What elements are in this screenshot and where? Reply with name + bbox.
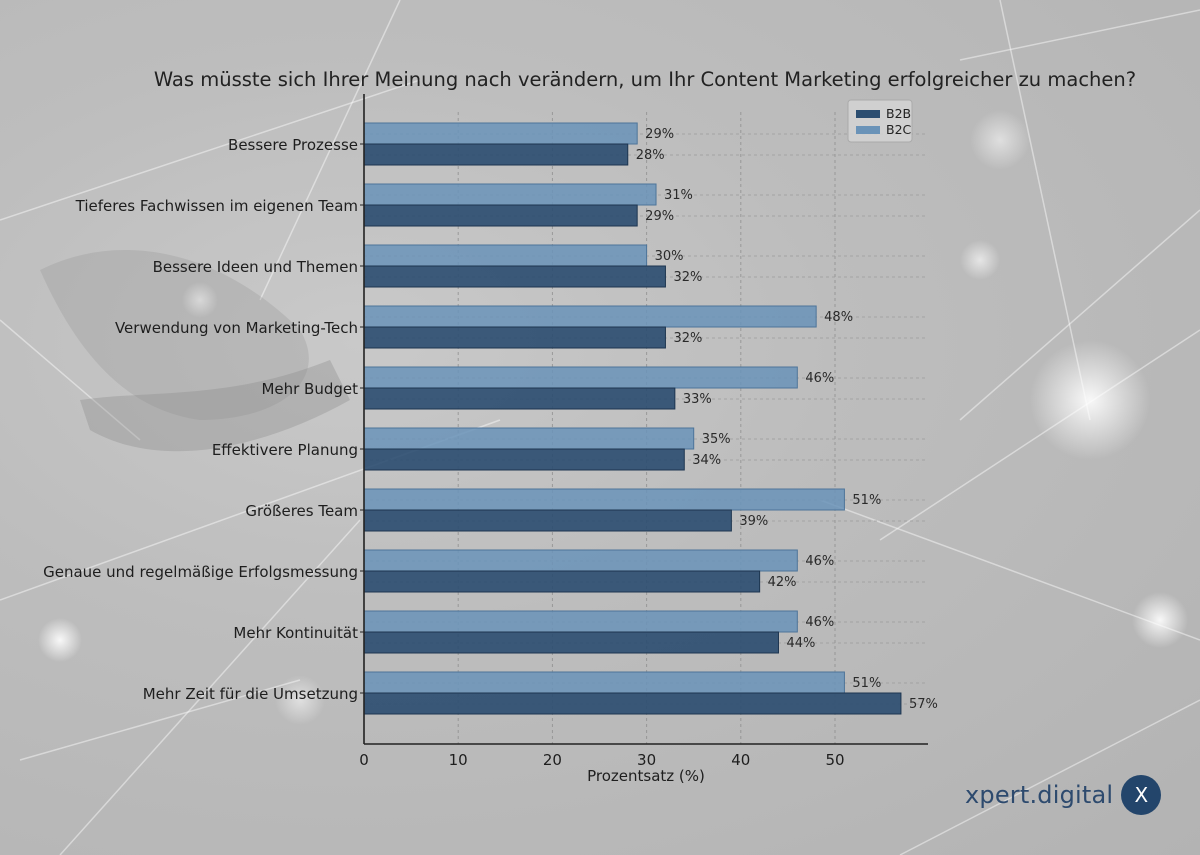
brand-x-icon: X — [1121, 775, 1162, 815]
value-label-b2c: 31% — [664, 188, 693, 203]
bar-b2b — [363, 143, 629, 166]
value-label-b2c: 46% — [805, 371, 834, 386]
category-label: Mehr Zeit für die Umsetzung — [143, 685, 358, 703]
value-label-b2b: 44% — [786, 636, 815, 651]
value-labels: 29% 28% 31% 29% 30% 32% 48% 32% 46% 33% 35% 34% 51% 3… — [636, 127, 938, 712]
legend-swatch-b2c — [856, 126, 880, 134]
category-label: Mehr Budget — [261, 380, 358, 398]
bar-b2b — [363, 265, 666, 288]
value-label-b2c: 35% — [702, 432, 731, 447]
bar-b2c — [363, 305, 817, 328]
category-label: Genaue und regelmäßige Erfolgsmessung — [43, 563, 358, 581]
x-axis: 0 10 20 30 40 50 — [359, 94, 928, 769]
category-label: Größeres Team — [245, 502, 358, 520]
bar-b2c — [363, 549, 798, 572]
value-label-b2c: 51% — [852, 493, 881, 508]
category-labels: Bessere Prozesse Tieferes Fachwissen im e… — [43, 136, 358, 703]
bar-b2c — [363, 183, 657, 206]
value-label-b2c: 48% — [824, 310, 853, 325]
category-label: Tieferes Fachwissen im eigenen Team — [75, 197, 358, 215]
bar-b2b — [363, 387, 676, 410]
brand-logo: xpert.digital X — [965, 775, 1162, 815]
x-tick-label: 30 — [637, 751, 656, 769]
bar-b2c — [363, 671, 845, 694]
value-label-b2b: 33% — [683, 392, 712, 407]
bar-b2b — [363, 448, 685, 471]
bar-b2b — [363, 570, 761, 593]
value-label-b2c: 30% — [655, 249, 684, 264]
legend-label-b2b: B2B — [886, 106, 911, 121]
legend-swatch-b2b — [856, 110, 880, 118]
x-tick-label: 40 — [731, 751, 750, 769]
category-label: Verwendung von Marketing-Tech — [115, 319, 358, 337]
category-label: Bessere Ideen und Themen — [153, 258, 358, 276]
x-tick-label: 0 — [359, 751, 369, 769]
value-label-b2c: 29% — [645, 127, 674, 142]
x-tick-label: 20 — [543, 751, 562, 769]
bar-b2c — [363, 244, 648, 267]
value-label-b2b: 32% — [673, 331, 702, 346]
value-label-b2c: 46% — [805, 554, 834, 569]
bar-b2b — [363, 692, 902, 715]
brand-name: xpert.digital — [965, 781, 1114, 809]
value-label-b2b: 34% — [692, 453, 721, 468]
bar-b2b — [363, 204, 638, 227]
category-label: Mehr Kontinuität — [233, 624, 358, 642]
bar-b2b — [363, 509, 732, 532]
chart-title: Was müsste sich Ihrer Meinung nach verän… — [154, 68, 1136, 91]
value-label-b2c: 51% — [852, 676, 881, 691]
value-label-b2b: 42% — [768, 575, 797, 590]
bar-b2c — [363, 366, 798, 389]
bar-b2c — [363, 610, 798, 633]
x-tick-label: 10 — [449, 751, 468, 769]
category-label: Effektivere Planung — [212, 441, 358, 459]
bar-b2b — [363, 326, 666, 349]
value-label-b2b: 57% — [909, 697, 938, 712]
value-label-b2c: 46% — [805, 615, 834, 630]
value-label-b2b: 29% — [645, 209, 674, 224]
x-axis-title: Prozentsatz (%) — [587, 767, 705, 785]
value-label-b2b: 39% — [739, 514, 768, 529]
bar-b2c — [363, 427, 695, 450]
value-label-b2b: 32% — [673, 270, 702, 285]
value-label-b2b: 28% — [636, 148, 665, 163]
bar-b2c — [363, 122, 638, 145]
bar-b2c — [363, 488, 845, 511]
x-tick-label: 50 — [825, 751, 844, 769]
bar-b2b — [363, 631, 779, 654]
category-label: Bessere Prozesse — [228, 136, 358, 154]
legend-label-b2c: B2C — [886, 122, 912, 137]
